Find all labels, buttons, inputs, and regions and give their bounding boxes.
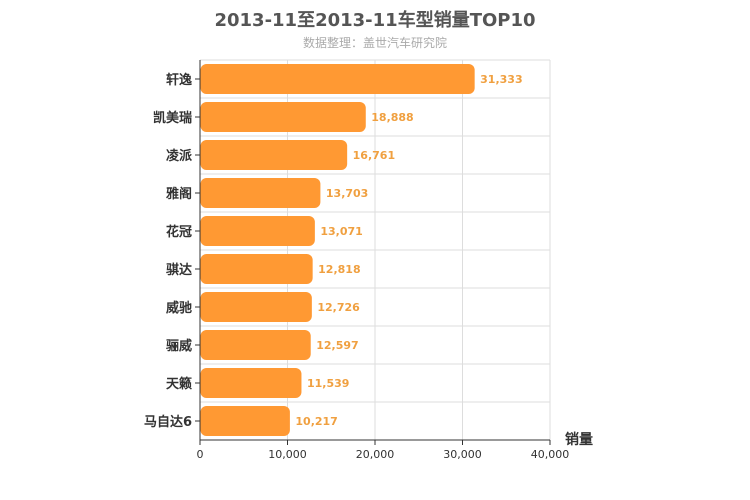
data-label: 12,818 <box>318 263 360 276</box>
data-label: 11,539 <box>307 377 349 390</box>
bar-10 <box>200 406 290 436</box>
bar-8 <box>200 330 311 360</box>
data-label: 10,217 <box>295 415 337 428</box>
bars: 31,333 18,888 16,761 13,703 13,071 12,818 12,7… <box>200 64 523 436</box>
bar-5 <box>200 216 315 246</box>
x-tick-label: 10,000 <box>268 448 307 461</box>
data-label: 31,333 <box>480 73 522 86</box>
category-label: 凌派 <box>166 148 193 164</box>
bar-6 <box>200 254 313 284</box>
chart-subtitle: 数据整理：盖世汽车研究院 <box>302 36 447 50</box>
bar-7 <box>200 292 312 322</box>
category-label: 马自达6 <box>144 414 192 430</box>
bar-2 <box>200 102 366 132</box>
category-label: 凯美瑞 <box>153 110 192 126</box>
category-label: 骊威 <box>166 338 192 354</box>
data-label: 13,703 <box>326 187 368 200</box>
category-label: 雅阁 <box>166 186 192 202</box>
bar-1 <box>200 64 475 94</box>
chart-title: 2013-11至2013-11车型销量TOP10 <box>214 10 536 31</box>
x-axis-title: 销量 <box>565 431 593 448</box>
category-label: 轩逸 <box>166 72 192 88</box>
x-tick-label: 20,000 <box>356 448 395 461</box>
category-label: 骐达 <box>166 262 192 278</box>
data-label: 12,597 <box>316 339 358 352</box>
x-tick-label: 40,000 <box>531 448 570 461</box>
data-label: 12,726 <box>317 301 360 314</box>
bar-4 <box>200 178 321 208</box>
data-label: 13,071 <box>320 225 362 238</box>
x-tick-label: 30,000 <box>443 448 482 461</box>
category-label: 威驰 <box>166 300 192 316</box>
bar-3 <box>200 140 348 170</box>
axes: 0 10,000 20,000 30,000 40,000 轩逸凯美瑞凌派雅阁花冠骐达威驰… <box>144 60 569 461</box>
bar-9 <box>200 368 302 398</box>
data-label: 18,888 <box>371 111 413 124</box>
category-label: 天籁 <box>166 376 192 392</box>
category-label: 花冠 <box>166 224 192 240</box>
x-tick-label: 0 <box>197 448 204 461</box>
data-label: 16,761 <box>353 149 395 162</box>
